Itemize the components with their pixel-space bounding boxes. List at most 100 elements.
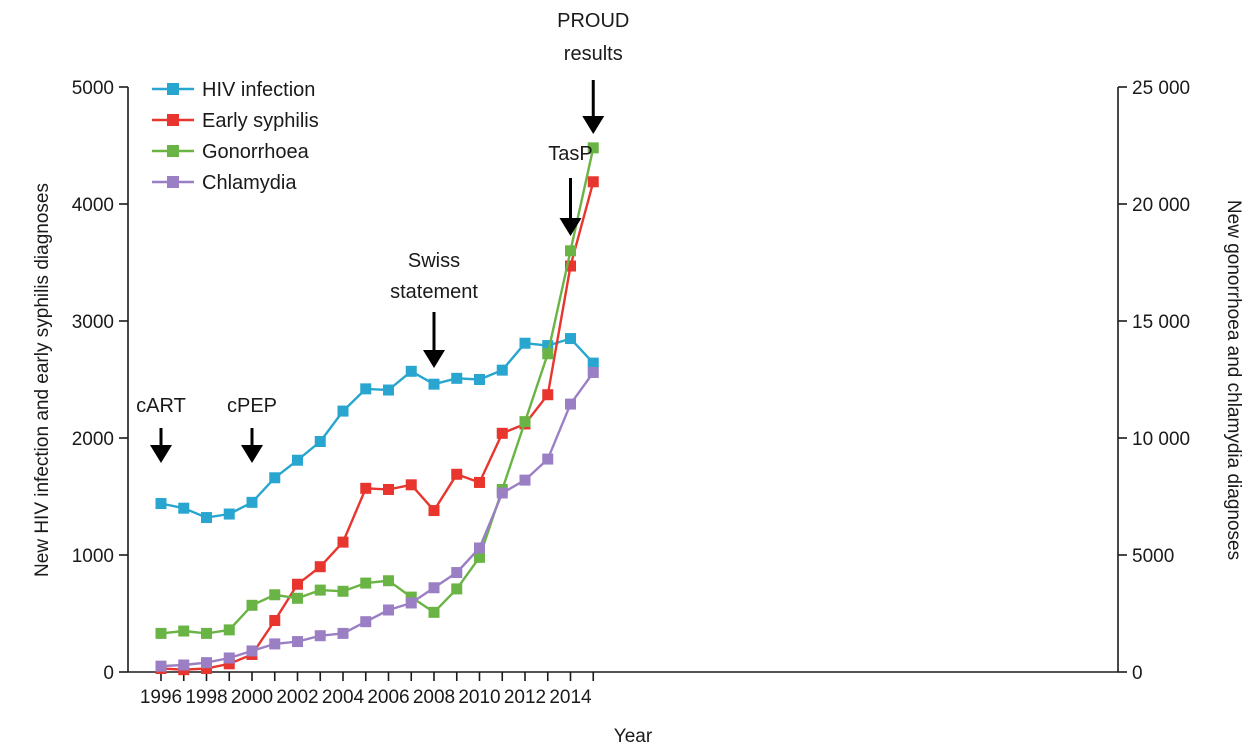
- data-point-early-syphilis: [565, 260, 576, 272]
- x-axis-title: Year: [614, 726, 653, 747]
- annotation-label-cpep: cPEP: [227, 395, 277, 417]
- y-right-tick-label: 25 000: [1132, 78, 1190, 99]
- y-left-tick-label: 5000: [72, 78, 114, 99]
- data-point-chlamydia: [542, 453, 554, 465]
- data-point-hiv-infection: [337, 405, 349, 417]
- y-left-tick-label: 4000: [72, 195, 114, 216]
- data-point-chlamydia: [155, 660, 167, 672]
- data-point-early-syphilis: [269, 615, 281, 627]
- x-tick-label: 2014: [549, 687, 592, 708]
- series-layer: [155, 142, 599, 676]
- data-point-hiv-infection: [178, 502, 190, 514]
- legend-marker-chlamydia: [167, 176, 179, 188]
- data-point-gonorrhoea: [223, 624, 235, 636]
- data-point-hiv-infection: [292, 454, 303, 466]
- data-point-early-syphilis: [223, 658, 235, 670]
- data-point-chlamydia: [451, 567, 463, 579]
- data-point-chlamydia: [519, 474, 531, 486]
- data-point-early-syphilis: [201, 662, 212, 674]
- data-point-hiv-infection: [519, 337, 531, 349]
- data-point-chlamydia: [178, 659, 190, 671]
- annotations: cART cPEP Swiss statement TasP PROUD results: [136, 10, 629, 463]
- data-point-early-syphilis: [496, 427, 508, 439]
- data-point-early-syphilis: [428, 505, 440, 517]
- x-tick-label: 2006: [367, 687, 409, 708]
- data-point-gonorrhoea: [337, 585, 349, 597]
- data-point-gonorrhoea: [201, 627, 212, 639]
- legend-label-hiv-infection: HIV infection: [202, 79, 315, 101]
- data-point-chlamydia: [360, 616, 372, 628]
- data-point-gonorrhoea: [178, 625, 190, 637]
- y-axis-right-title: New gonorrhoea and chlamydia diagnoses: [1223, 200, 1244, 560]
- annotation-label-proud: PROUD: [557, 10, 629, 32]
- annotation-arrowhead-swiss: [423, 350, 445, 368]
- x-tick-label: 2000: [231, 687, 273, 708]
- data-point-hiv-infection: [405, 365, 417, 377]
- data-point-chlamydia: [405, 597, 417, 609]
- data-point-hiv-infection: [383, 384, 394, 396]
- axes: [127, 87, 1119, 673]
- legend-marker-hiv-infection: [167, 83, 179, 95]
- data-point-gonorrhoea: [292, 592, 303, 604]
- y-left-tick-label: 2000: [72, 429, 114, 450]
- data-point-early-syphilis: [587, 176, 599, 188]
- data-point-hiv-infection: [565, 333, 576, 345]
- data-point-early-syphilis: [383, 483, 394, 495]
- data-point-hiv-infection: [246, 496, 258, 508]
- annotation-label-swiss: statement: [390, 281, 478, 303]
- y-left-tick-label: 1000: [72, 546, 114, 567]
- x-tick-label: 2002: [276, 687, 318, 708]
- data-point-hiv-infection: [314, 436, 326, 448]
- x-tick-label: 2012: [504, 687, 546, 708]
- data-point-chlamydia: [337, 627, 349, 639]
- x-tick-label: 2010: [458, 687, 500, 708]
- data-point-gonorrhoea: [383, 575, 394, 587]
- y-axis-left-title: New HIV infection and early syphilis dia…: [32, 183, 53, 577]
- data-point-gonorrhoea: [314, 584, 326, 596]
- annotation-arrowhead-tasp: [559, 218, 582, 236]
- data-point-hiv-infection: [428, 378, 440, 390]
- data-point-hiv-infection: [269, 472, 281, 484]
- data-point-chlamydia: [565, 398, 576, 410]
- data-point-hiv-infection: [496, 364, 508, 376]
- data-point-hiv-infection: [201, 512, 212, 524]
- data-point-early-syphilis: [314, 561, 326, 573]
- data-point-chlamydia: [314, 630, 326, 642]
- annotation-label-tasp: TasP: [548, 143, 592, 165]
- data-point-hiv-infection: [542, 340, 554, 352]
- data-point-chlamydia: [587, 366, 599, 378]
- x-tick-label: 1996: [140, 687, 182, 708]
- annotation-label-swiss: Swiss: [408, 250, 460, 272]
- legend-label-early-syphilis: Early syphilis: [202, 110, 319, 132]
- data-point-gonorrhoea: [428, 606, 440, 618]
- data-point-gonorrhoea: [474, 551, 485, 563]
- legend-label-chlamydia: Chlamydia: [202, 172, 297, 194]
- data-point-early-syphilis: [360, 482, 372, 494]
- data-point-gonorrhoea: [246, 599, 258, 611]
- data-point-chlamydia: [428, 582, 440, 594]
- data-point-hiv-infection: [223, 508, 235, 520]
- data-point-chlamydia: [496, 487, 508, 499]
- legend-marker-early-syphilis: [167, 114, 179, 126]
- ticks: 1996 1998 2000 2002 2004 2006 2008 2010 2012 2014…: [72, 78, 1190, 708]
- data-point-chlamydia: [292, 636, 303, 648]
- data-point-gonorrhoea: [587, 142, 599, 154]
- data-point-early-syphilis: [474, 476, 485, 488]
- data-point-chlamydia: [383, 604, 394, 616]
- data-point-hiv-infection: [360, 383, 372, 395]
- annotation-arrowhead-cpep: [241, 445, 263, 463]
- data-point-hiv-infection: [451, 372, 463, 384]
- annotation-label-cart: cART: [136, 395, 186, 417]
- data-point-chlamydia: [474, 542, 485, 554]
- y-left-tick-label: 3000: [72, 312, 114, 333]
- data-point-early-syphilis: [405, 479, 417, 491]
- legend-marker-gonorrhoea: [167, 145, 179, 157]
- data-point-gonorrhoea: [269, 589, 281, 601]
- y-right-tick-label: 5000: [1132, 546, 1174, 567]
- data-point-hiv-infection: [474, 374, 485, 385]
- x-tick-label: 1998: [185, 687, 227, 708]
- data-point-early-syphilis: [451, 468, 463, 480]
- y-right-tick-label: 0: [1132, 663, 1143, 684]
- data-point-gonorrhoea: [405, 591, 417, 603]
